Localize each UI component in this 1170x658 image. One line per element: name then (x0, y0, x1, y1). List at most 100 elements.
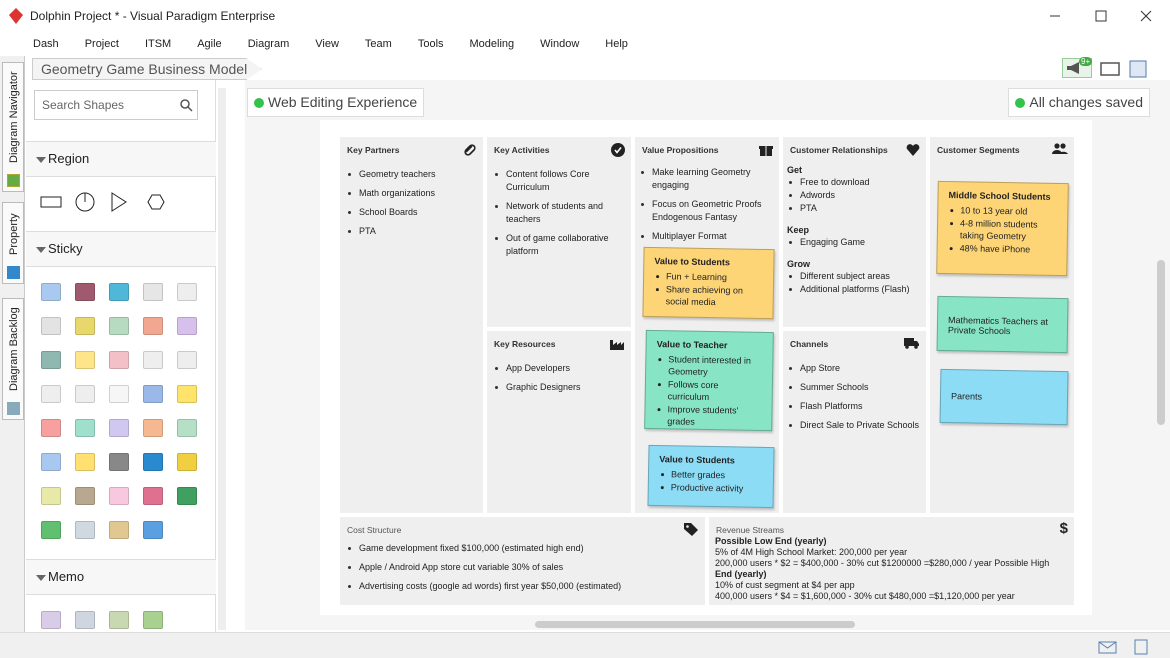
window-title: Dolphin Project * - Visual Paradigm Ente… (30, 9, 276, 23)
shape-icon[interactable] (177, 351, 197, 369)
shape-icon[interactable] (41, 385, 61, 403)
canvas-block[interactable]: Key Activities Content follows Core Curr… (487, 137, 631, 327)
sticky-note[interactable]: Value to Students Better grades Productiv… (647, 444, 775, 509)
region-shapes[interactable] (38, 190, 168, 214)
shape-icon[interactable] (109, 611, 129, 629)
notification-button[interactable]: 9+ (1062, 57, 1093, 78)
shape-icon[interactable] (143, 385, 163, 403)
shape-icon[interactable] (177, 419, 197, 437)
list-item: Content follows Core Curriculum (493, 168, 615, 194)
menu-item[interactable]: Project (84, 38, 119, 50)
shape-palette: Search Shapes Region Sticky Memo (26, 80, 216, 632)
shape-icon[interactable] (75, 487, 95, 505)
side-tab-label: Diagram Backlog (8, 307, 20, 391)
canvas-block[interactable]: Customer Relationships Get Free to downl… (783, 137, 926, 327)
shape-icon[interactable] (109, 419, 129, 437)
list-item: 48% have iPhone (948, 242, 1057, 256)
palette-scrollbar[interactable] (218, 88, 226, 630)
block-title: Value Propositions (642, 145, 719, 155)
menu-item[interactable]: ITSM (144, 38, 172, 50)
side-tabs: Diagram Navigator Property Diagram Backl… (0, 56, 25, 632)
sticky-note[interactable]: Mathematics Teachers at Private Schools (936, 295, 1069, 354)
canvas-block[interactable]: Revenue Streams $ Possible Low End (year… (709, 517, 1074, 605)
sticky-note[interactable]: Value to Teacher Student interested in G… (644, 329, 774, 432)
shape-icon[interactable] (41, 419, 61, 437)
shape-icon[interactable] (143, 487, 163, 505)
canvas-block[interactable]: Cost Structure Game development fixed $1… (340, 517, 705, 605)
shape-icon[interactable] (177, 487, 197, 505)
menu-item[interactable]: Tools (417, 38, 444, 50)
shape-icon[interactable] (75, 611, 95, 629)
shape-icon[interactable] (109, 521, 129, 539)
status-icons[interactable] (1098, 639, 1158, 655)
shape-icon[interactable] (41, 283, 61, 301)
shape-icon[interactable] (109, 453, 129, 471)
shape-icon[interactable] (143, 317, 163, 335)
list-item: Multiplayer Format (639, 230, 771, 243)
palette-section[interactable]: Memo (26, 559, 216, 595)
shape-icon[interactable] (41, 487, 61, 505)
menu-item[interactable]: Help (605, 38, 628, 50)
shape-icon[interactable] (109, 487, 129, 505)
menu-item[interactable]: Diagram (247, 38, 290, 50)
sticky-note[interactable]: Parents (939, 368, 1069, 426)
menu-item[interactable]: Window (540, 38, 580, 50)
breadcrumb[interactable]: Geometry Game Business Model (32, 58, 263, 80)
shape-icon[interactable] (41, 453, 61, 471)
shape-icon[interactable] (75, 521, 95, 539)
shape-icon[interactable] (109, 385, 129, 403)
canvas-block[interactable]: Key Partners Geometry teachers Math organ… (340, 137, 483, 513)
shape-icon[interactable] (177, 453, 197, 471)
sticky-title: Value to Teacher (656, 339, 728, 351)
canvas-block[interactable]: Channels App Store Summer Schools Flash Pl… (783, 331, 926, 513)
shape-icon[interactable] (143, 419, 163, 437)
menu-item[interactable]: Modeling (469, 38, 515, 50)
notification-badge: 9+ (1079, 57, 1093, 66)
shape-icon[interactable] (109, 283, 129, 301)
list-item: Direct Sale to Private Schools (787, 419, 922, 432)
list-item: Make learning Geometry engaging (639, 166, 771, 192)
toolbar-icons[interactable] (1097, 58, 1167, 80)
shape-icon[interactable] (75, 317, 95, 335)
sticky-note[interactable]: Value to Students Fun + Learning Share ac… (642, 246, 775, 320)
shape-icon[interactable] (75, 385, 95, 403)
h-scrollbar[interactable] (535, 621, 855, 628)
search-box[interactable]: Search Shapes (34, 90, 198, 120)
shape-icon[interactable] (41, 351, 61, 369)
list-item: PTA (346, 225, 476, 238)
shape-icon[interactable] (109, 317, 129, 335)
list-item: Fun + Learning (654, 270, 763, 284)
window-controls[interactable] (1040, 4, 1165, 28)
shape-icon[interactable] (177, 283, 197, 301)
shape-icon[interactable] (143, 521, 163, 539)
shape-icon[interactable] (41, 317, 61, 335)
shape-icon[interactable] (41, 521, 61, 539)
sticky-note[interactable]: Middle School Students 10 to 13 year old… (936, 180, 1069, 277)
shape-icon[interactable] (177, 385, 197, 403)
palette-section[interactable]: Region (26, 141, 216, 177)
side-tab[interactable]: Diagram Backlog (2, 298, 24, 420)
side-tab[interactable]: Diagram Navigator (2, 62, 24, 192)
shape-icon[interactable] (177, 317, 197, 335)
menu-item[interactable]: Dash (33, 38, 59, 50)
shape-icon[interactable] (75, 453, 95, 471)
shape-icon[interactable] (143, 611, 163, 629)
shape-icon[interactable] (143, 453, 163, 471)
shape-icon[interactable] (109, 351, 129, 369)
palette-section[interactable]: Sticky (26, 231, 216, 267)
shape-icon[interactable] (75, 351, 95, 369)
list-item: 10 to 13 year old (948, 204, 1057, 218)
menu-item[interactable]: Team (364, 38, 392, 50)
shape-icon[interactable] (143, 283, 163, 301)
menu-item[interactable]: View (315, 38, 339, 50)
shape-icon[interactable] (75, 419, 95, 437)
shape-icon[interactable] (41, 611, 61, 629)
menu-bar: Dash Project ITSM Agile Diagram View Team Tools… (0, 32, 1170, 56)
v-scrollbar[interactable] (1157, 260, 1165, 425)
shape-icon[interactable] (143, 351, 163, 369)
canvas-block[interactable]: Key Resources App Developers Graphic Desi… (487, 331, 631, 513)
shape-icon[interactable] (75, 283, 95, 301)
menu-item[interactable]: Agile (197, 38, 222, 50)
side-tab[interactable]: Property (2, 202, 24, 284)
